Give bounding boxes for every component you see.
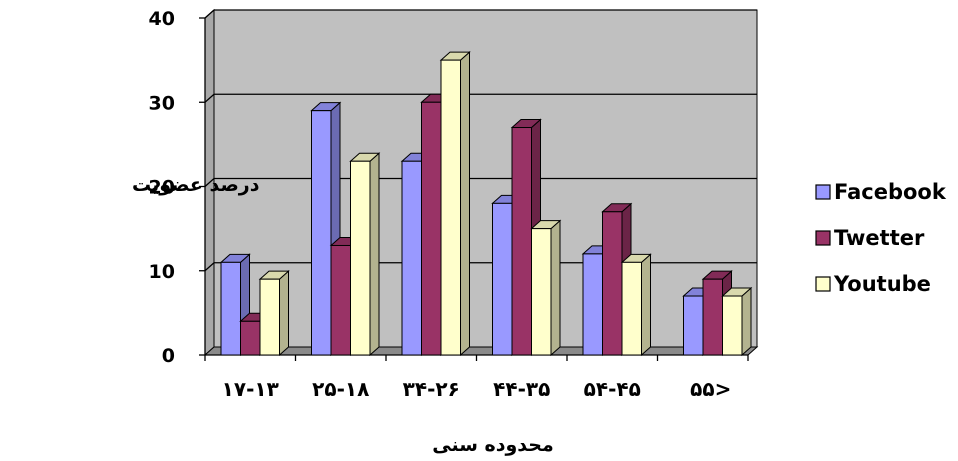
- bar-side: [741, 286, 752, 357]
- y-tick-label: 10: [149, 261, 175, 283]
- legend-label: Youtube: [833, 272, 931, 296]
- bar-front: [582, 253, 603, 356]
- legend-swatch: [815, 230, 831, 246]
- bar-front: [440, 59, 461, 356]
- bar-front: [240, 320, 261, 356]
- bar-youtube: [721, 286, 753, 357]
- x-tick-label: ۴۴-۳۵: [493, 377, 550, 401]
- x-tick-label: ۵۵>: [690, 377, 731, 401]
- legend-item: Twetter: [815, 226, 925, 250]
- bar-side: [369, 152, 380, 357]
- legend-swatch: [815, 184, 831, 200]
- x-tick-label: ۵۴-۴۵: [584, 377, 641, 401]
- bar-front: [531, 228, 552, 356]
- legend-label: Facebook: [834, 180, 947, 204]
- bar-youtube: [258, 270, 290, 357]
- gridline: [204, 93, 757, 103]
- legend-item: Youtube: [815, 272, 931, 296]
- bar-front: [511, 127, 532, 356]
- y-tick-label: 40: [149, 8, 175, 30]
- bar-front: [702, 278, 723, 356]
- gridline: [204, 262, 757, 272]
- bars: [219, 51, 753, 357]
- gridline: [204, 177, 757, 187]
- plot-area: [203, 8, 759, 357]
- bar-youtube: [620, 253, 652, 357]
- bar-youtube: [349, 152, 381, 357]
- bar-side: [641, 253, 651, 357]
- bar-front: [683, 295, 704, 356]
- y-axis-ticks: 0 10 20 30 40: [149, 8, 205, 367]
- bar-front: [421, 101, 442, 356]
- bar-youtube: [530, 219, 562, 357]
- bar-front: [401, 160, 422, 356]
- legend-swatch: [815, 276, 831, 292]
- bar-front: [220, 261, 241, 356]
- bar-side: [279, 270, 289, 357]
- bar-front: [259, 278, 280, 356]
- bar-side: [460, 51, 470, 357]
- bar-front: [722, 295, 743, 356]
- y-tick-label: 0: [162, 345, 175, 367]
- x-tick-label: ۱۷-۱۳: [222, 377, 279, 401]
- legend-label: Twetter: [834, 226, 925, 250]
- bar-front: [330, 244, 351, 356]
- x-axis-title: محدوده سنی: [432, 434, 554, 456]
- bar-side: [550, 219, 561, 357]
- bar-front: [492, 202, 513, 356]
- legend-item: Facebook: [815, 180, 947, 204]
- bar-front: [311, 110, 332, 356]
- legend: Facebook Twetter Youtube: [796, 168, 952, 308]
- x-tick-label: ۲۵-۱۸: [312, 377, 369, 401]
- x-tick-label: ۳۴-۲۶: [403, 377, 460, 401]
- bar-youtube: [439, 51, 471, 357]
- bar-front: [602, 211, 623, 356]
- x-axis-ticks: ۱۷-۱۳ ۲۵-۱۸ ۳۴-۲۶ ۴۴-۳۵ ۵۴-۴۵ ۵۵>: [204, 355, 749, 401]
- y-axis-title: درصد عضویت: [132, 174, 260, 196]
- y-tick-label: 20: [149, 177, 175, 199]
- bar-front: [621, 261, 642, 356]
- y-tick-label: 30: [149, 92, 175, 114]
- gridline: [204, 9, 757, 19]
- bar-front: [350, 160, 371, 356]
